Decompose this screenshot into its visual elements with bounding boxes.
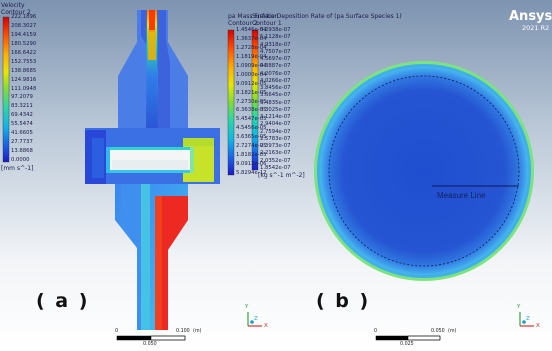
deposition-legend-subtitle: Contour 1 — [252, 20, 282, 27]
legend-deposition-tick: 3.6645e-07 — [260, 92, 291, 99]
legend-deposition-tick: 3.4835e-07 — [260, 99, 291, 106]
scale-a-unit: (m) — [193, 329, 202, 334]
legend-mass-fraction-tick: 9.0912e-06 — [236, 161, 267, 168]
legend-deposition-tick: 5.2938e-07 — [260, 27, 291, 33]
legend-deposition-tick: 4.2076e-07 — [260, 70, 291, 77]
legend-velocity-tick: 83.3211 — [11, 103, 33, 110]
legend-mass-fraction-tick: 1.0000e-04 — [236, 71, 267, 78]
legend-mass-fraction-tick: 3.6365e-05 — [236, 134, 267, 141]
legend-mass-fraction-tick: 9.0912e-05 — [236, 80, 267, 87]
scale-a-start: 0 — [115, 329, 119, 334]
legend-velocity-tick: 124.9816 — [11, 76, 37, 83]
legend-velocity-tick: 41.6605 — [11, 130, 33, 137]
scale-b-start: 0 — [374, 329, 378, 334]
ansys-logo: Ansys — [509, 9, 552, 24]
legend-velocity-tick: 138.8685 — [11, 67, 37, 74]
legend-velocity-tick: 111.0948 — [11, 85, 37, 92]
deposition-legend-unit: [kg s^-1 m^-2] — [258, 172, 305, 179]
scale-b-unit: (m) — [448, 329, 457, 334]
measure-line-label: Measure Line — [437, 191, 486, 200]
legend-deposition-tick: 3.8456e-07 — [260, 85, 291, 92]
legend-mass-fraction-tick: 1.3637e-04 — [236, 35, 267, 42]
velocity-legend-subtitle: Contour 2 — [1, 9, 31, 16]
legend-velocity-tick: 208.3027 — [11, 22, 37, 29]
legend-velocity-tick: 180.5290 — [11, 40, 37, 47]
legend-deposition-tick: 4.5697e-07 — [260, 56, 291, 63]
axis-a-x-label: X — [264, 323, 268, 329]
scale-a-end: 0.100 — [176, 329, 190, 334]
legend-deposition-tick: 4.3887e-07 — [260, 63, 291, 70]
legend-deposition-tick: 2.3973e-07 — [260, 143, 291, 150]
legend-mass-fraction-tick: 6.3638e-05 — [236, 107, 267, 114]
panel-label-a: ( a ) — [36, 290, 90, 312]
legend-velocity-tick: 0.0000 — [11, 157, 30, 163]
deposition-legend-title: Surface Deposition Rate of (pa Surface S… — [252, 13, 402, 20]
axis-a-y-label: Y — [245, 304, 249, 310]
legend-mass-fraction-tick: 1.1819e-04 — [236, 53, 267, 60]
scale-a-mid: 0.050 — [143, 342, 157, 347]
legend-velocity-tick: 97.2079 — [11, 94, 33, 101]
legend-deposition-tick: 5.1128e-07 — [260, 34, 291, 41]
mass-fraction-legend-subtitle: Contour 2 — [228, 20, 258, 27]
legend-deposition-tick: 3.1214e-07 — [260, 114, 291, 121]
legend-deposition-tick: 1.8542e-07 — [260, 165, 291, 171]
version-label: 2021 R2 — [522, 24, 550, 32]
legend-deposition-tick: 2.5783e-07 — [260, 135, 291, 142]
legend-velocity-tick: 152.7553 — [11, 58, 37, 65]
mass-fraction-legend-title: pa Mass Fraction — [228, 13, 279, 20]
legend-mass-fraction-tick: 7.2730e-05 — [236, 98, 267, 105]
legend-mass-fraction-tick: 5.4547e-05 — [236, 116, 267, 123]
velocity-legend-title: Velocity — [1, 2, 25, 9]
axis-a-z-label: Z — [254, 316, 258, 322]
legend-mass-fraction-tick: 2.7274e-05 — [236, 143, 267, 150]
axis-b-z-label: Z — [526, 316, 530, 322]
legend-deposition-tick: 2.7594e-07 — [260, 128, 291, 135]
legend-velocity-tick: 194.4159 — [11, 31, 37, 38]
legend-mass-fraction-tick: 1.4546e-04 — [236, 27, 267, 33]
legend-deposition-tick: 4.0266e-07 — [260, 77, 291, 84]
legend-mass-fraction-tick: 1.0909e-04 — [236, 62, 267, 69]
legend-mass-fraction-tick: 1.2728e-04 — [236, 44, 267, 51]
legend-deposition-tick: 4.9318e-07 — [260, 41, 291, 48]
legend-mass-fraction-tick: 8.1821e-05 — [236, 89, 267, 96]
axis-b-y-label: Y — [517, 304, 521, 310]
legend-velocity-tick: 13.8868 — [11, 148, 33, 155]
legend-deposition-tick: 2.9404e-07 — [260, 121, 291, 128]
scale-b-mid: 0.025 — [400, 342, 414, 347]
legend-deposition-tick: 2.2163e-07 — [260, 150, 291, 157]
legend-mass-fraction-tick: 1.8182e-05 — [236, 152, 267, 159]
legend-deposition-tick: 3.3025e-07 — [260, 106, 291, 113]
scale-b-end: 0.050 — [431, 329, 445, 334]
panel-label-b: ( b ) — [316, 290, 371, 312]
legend-velocity-tick: 27.7737 — [11, 139, 33, 146]
velocity-legend-unit: [mm s^-1] — [1, 165, 34, 172]
legend-mass-fraction-tick: 4.5456e-05 — [236, 125, 267, 132]
legend-velocity-tick: 69.4342 — [11, 112, 33, 119]
legend-velocity-tick: 166.6422 — [11, 49, 37, 56]
axis-b-x-label: X — [536, 323, 540, 329]
legend-mass-fraction-tick: 5.8294e-12 — [236, 170, 267, 176]
legend-velocity-tick: 222.1896 — [11, 14, 37, 20]
legend-deposition-tick: 4.7507e-07 — [260, 48, 291, 55]
legend-deposition-tick: 2.0352e-07 — [260, 157, 291, 164]
legend-velocity-tick: 55.5474 — [11, 121, 33, 128]
